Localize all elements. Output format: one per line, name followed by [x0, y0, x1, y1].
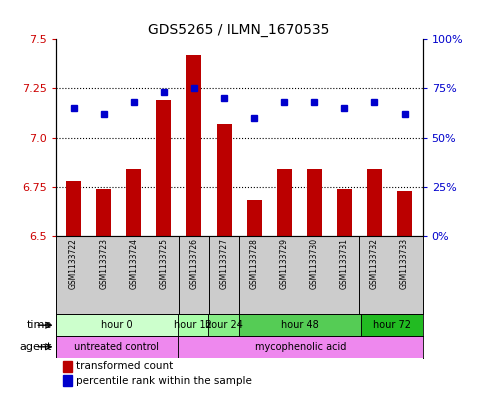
Title: GDS5265 / ILMN_1670535: GDS5265 / ILMN_1670535 [148, 23, 330, 37]
Text: GSM1133722: GSM1133722 [69, 238, 78, 289]
Text: hour 24: hour 24 [205, 320, 243, 330]
Text: hour 0: hour 0 [101, 320, 132, 330]
Bar [209, 314, 239, 336]
Text: GSM1133732: GSM1133732 [370, 238, 379, 289]
Bar [96, 189, 111, 236]
Text: GSM1133733: GSM1133733 [400, 238, 409, 289]
Bar [156, 100, 171, 236]
Text: hour 12: hour 12 [174, 320, 212, 330]
Text: GSM1133730: GSM1133730 [310, 238, 319, 289]
Text: untreated control: untreated control [74, 342, 159, 352]
Text: GSM1133731: GSM1133731 [340, 238, 349, 289]
Bar [277, 169, 292, 236]
Bar [247, 200, 262, 236]
Bar [239, 314, 361, 336]
Text: mycophenolic acid: mycophenolic acid [255, 342, 346, 352]
Text: GSM1133724: GSM1133724 [129, 238, 138, 289]
Text: GSM1133725: GSM1133725 [159, 238, 169, 289]
Text: GSM1133728: GSM1133728 [250, 238, 258, 289]
Text: hour 72: hour 72 [373, 320, 411, 330]
Bar [361, 314, 423, 336]
Bar [178, 314, 209, 336]
Text: GSM1133723: GSM1133723 [99, 238, 108, 289]
Bar [126, 169, 142, 236]
Bar [216, 124, 231, 236]
Bar [178, 336, 423, 358]
Text: GSM1133727: GSM1133727 [220, 238, 228, 289]
Text: percentile rank within the sample: percentile rank within the sample [76, 376, 252, 386]
Bar [367, 169, 382, 236]
Bar [397, 191, 412, 236]
Text: GSM1133726: GSM1133726 [189, 238, 199, 289]
Text: transformed count: transformed count [76, 362, 173, 371]
Bar [337, 189, 352, 236]
Text: time: time [27, 320, 52, 330]
Bar [56, 336, 178, 358]
Bar [66, 181, 81, 236]
Text: agent: agent [19, 342, 52, 352]
Bar [56, 314, 178, 336]
Bar [63, 361, 72, 372]
Text: GSM1133729: GSM1133729 [280, 238, 289, 289]
Bar [63, 375, 72, 386]
Bar [186, 55, 201, 236]
Text: hour 48: hour 48 [282, 320, 319, 330]
Bar [307, 169, 322, 236]
